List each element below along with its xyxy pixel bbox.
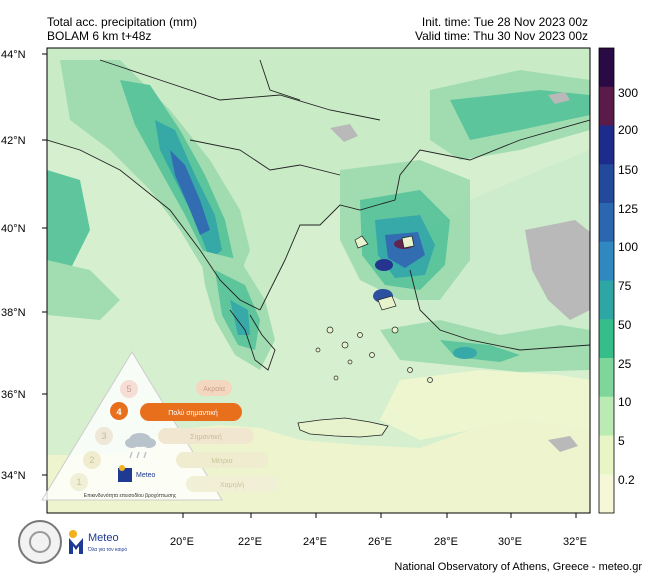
colorbar-segment	[599, 396, 614, 436]
rain-cloud-icon	[125, 433, 156, 459]
colorbar-label: 300	[618, 86, 638, 100]
level-number: 2	[89, 455, 94, 465]
colorbar-label: 50	[618, 318, 632, 332]
colorbar-segment	[599, 435, 614, 475]
gray-patch-south	[548, 436, 578, 452]
level-number: 3	[101, 431, 106, 441]
lon-label: 32°E	[563, 536, 587, 548]
colorbar-label: 100	[618, 240, 638, 254]
level-bar-3	[158, 428, 254, 444]
colorbar-label: 75	[618, 279, 632, 293]
lon-label: 30°E	[498, 536, 522, 548]
level-number: 5	[126, 384, 131, 394]
level-bar-4	[140, 403, 242, 421]
level-number: 4	[116, 407, 121, 417]
colorbar-label: 0.2	[618, 473, 635, 487]
meteo-brand-logo: Meteo Όλα για τον καιρό	[69, 530, 127, 554]
level-bar-5	[196, 380, 232, 396]
lon-label: 26°E	[368, 536, 392, 548]
colorbar-segment	[599, 319, 614, 359]
gray-patch-north	[330, 124, 358, 142]
map-panel	[47, 48, 590, 513]
level-badge-1	[70, 473, 88, 491]
map-title: Total acc. precipitation (mm)	[47, 15, 198, 29]
colorbar-label: 10	[618, 395, 632, 409]
colorbar-segment	[599, 203, 614, 243]
colorbar-segment	[599, 358, 614, 398]
colorbar-segment	[599, 241, 614, 281]
level-bar-2	[176, 452, 268, 468]
longitude-axis: 20°E 22°E 24°E 26°E 28°E 30°E 32°E	[170, 513, 587, 548]
level-badge-4	[108, 400, 130, 422]
infographic-caption: Επικινδυνότητα επεισοδίου βροχόπτωσης	[84, 492, 177, 499]
level-badge-2	[83, 451, 101, 469]
gray-patch-east	[525, 220, 590, 320]
level-text: Σημαντική	[190, 434, 222, 441]
level-text: Χαμηλή	[220, 482, 244, 489]
warning-infographic: 5 4 3 2 1 Ακραία Πολύ σημαντική Σημαντικ…	[41, 351, 278, 501]
colorbar-segment	[599, 86, 614, 126]
colorbar-segment	[599, 474, 614, 514]
init-time: Init. time: Tue 28 Nov 2023 00z	[421, 15, 588, 29]
gray-patch-ne	[548, 92, 570, 104]
colorbar-label: 5	[618, 434, 625, 448]
colorbar-segment	[599, 48, 614, 88]
lat-label: 44°N	[1, 49, 26, 61]
lon-label: 28°E	[434, 536, 458, 548]
level-number: 1	[76, 477, 81, 487]
lat-label: 38°N	[1, 307, 26, 319]
coastlines	[47, 59, 590, 371]
noa-seal-logo	[18, 520, 62, 564]
lat-label: 34°N	[1, 470, 26, 482]
level-text: Μέτρια	[211, 457, 232, 465]
meteo-logo-small: Meteo	[118, 465, 156, 482]
lat-label: 42°N	[1, 135, 26, 147]
colorbar-segment	[599, 125, 614, 165]
brand-name: Meteo	[88, 532, 119, 544]
low-precip-area	[380, 370, 590, 440]
colorbar-label: 150	[618, 163, 638, 177]
colorbar: 300 200 150 125 100 75 50 25 10 5 0.2	[598, 47, 638, 514]
brand-tagline: Όλα για τον καιρό	[87, 546, 127, 553]
colorbar-label: 200	[618, 123, 638, 137]
header-left: Total acc. precipitation (mm) BOLAM 6 km…	[47, 15, 197, 43]
colorbar-label: 25	[618, 357, 632, 371]
svg-text:Meteo: Meteo	[136, 472, 156, 479]
latitude-axis: 44°N 42°N 40°N 38°N 36°N 34°N	[1, 49, 47, 482]
lon-label: 22°E	[238, 536, 262, 548]
level-badge-3	[95, 427, 113, 445]
lat-label: 40°N	[1, 223, 26, 235]
lon-label: 20°E	[170, 536, 194, 548]
lon-label: 24°E	[303, 536, 327, 548]
level-text: Πολύ σημαντική	[168, 409, 218, 417]
level-bar-1	[186, 476, 278, 492]
colorbar-segment	[599, 280, 614, 320]
header-right: Init. time: Tue 28 Nov 2023 00z Valid ti…	[415, 15, 588, 43]
map-frame	[46, 47, 591, 514]
islands	[315, 235, 433, 383]
level-badge-5	[120, 380, 138, 398]
level-text: Ακραία	[203, 385, 225, 393]
colorbar-label: 125	[618, 202, 638, 216]
model-label: BOLAM 6 km t+48z	[47, 29, 152, 43]
valid-time: Valid time: Thu 30 Nov 2023 00z	[415, 29, 588, 43]
footer-credit: National Observatory of Athens, Greece -…	[394, 561, 642, 573]
lat-label: 36°N	[1, 389, 26, 401]
land-crete	[297, 417, 389, 438]
colorbar-segment	[599, 164, 614, 204]
land-anatolia	[410, 150, 590, 350]
